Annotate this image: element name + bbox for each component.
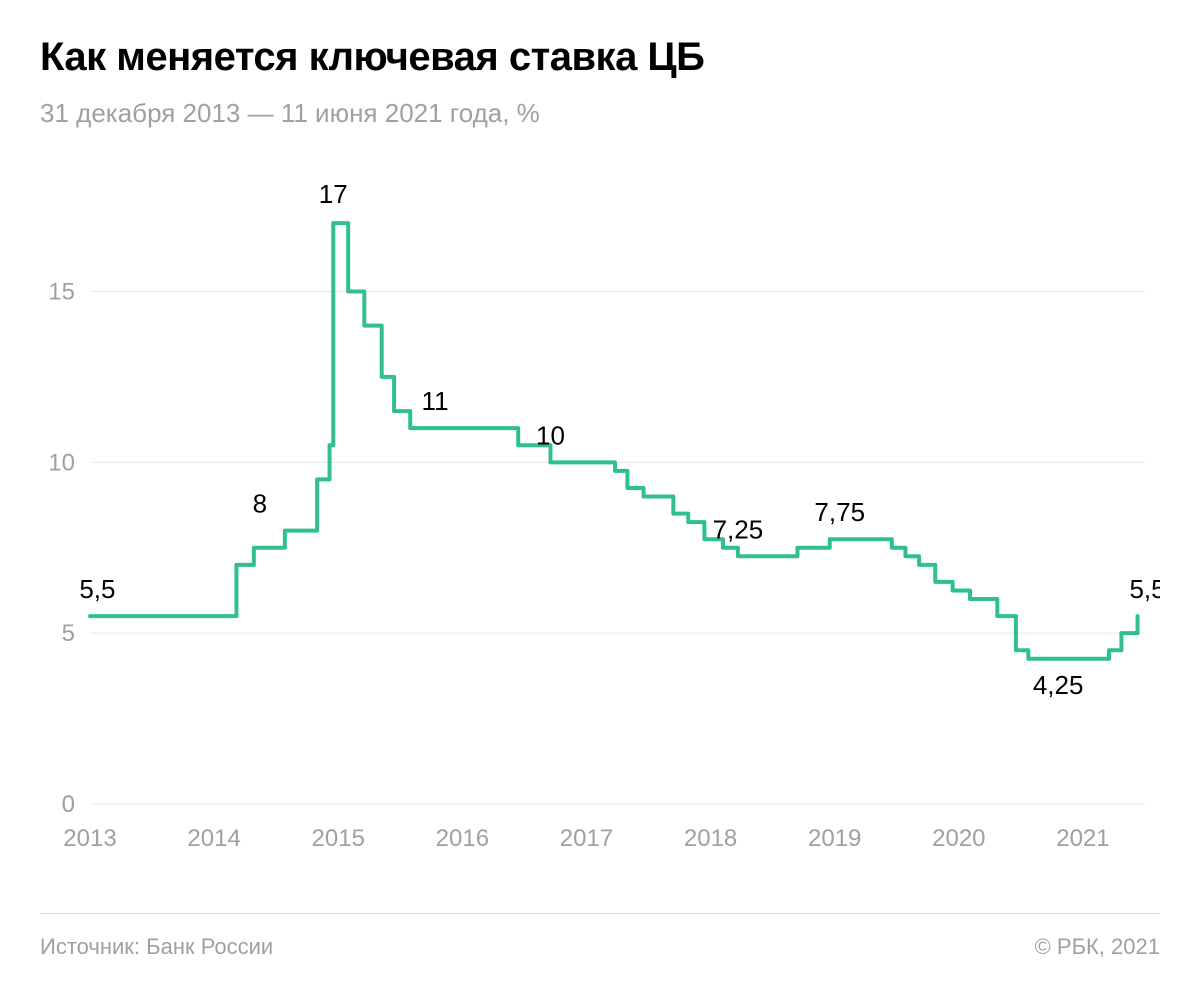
chart-footer: Источник: Банк России © РБК, 2021 <box>40 913 1160 960</box>
x-axis-label: 2020 <box>932 825 985 852</box>
x-axis-label: 2021 <box>1056 825 1109 852</box>
data-annotation: 7,25 <box>713 514 764 544</box>
data-annotation: 5,5 <box>79 574 115 604</box>
line-chart: 0 5 10 15 2013 2014 2015 2016 2017 2018 2019 2020 20… <box>40 159 1160 859</box>
data-annotation: 7,75 <box>814 497 865 527</box>
source-label: Источник: Банк России <box>40 934 273 960</box>
data-annotation: 8 <box>253 489 267 519</box>
data-annotation: 4,25 <box>1033 670 1084 700</box>
x-axis-label: 2018 <box>684 825 737 852</box>
rate-line <box>90 223 1138 659</box>
x-axis-label: 2015 <box>312 825 365 852</box>
chart-title: Как меняется ключевая ставка ЦБ <box>40 35 1160 80</box>
data-annotation: 10 <box>536 420 565 450</box>
x-axis-label: 2014 <box>187 825 240 852</box>
chart-subtitle: 31 декабря 2013 — 11 июня 2021 года, % <box>40 98 1160 129</box>
copyright-label: © РБК, 2021 <box>1035 934 1160 960</box>
x-axis-label: 2013 <box>63 825 116 852</box>
y-axis-label: 0 <box>62 791 75 818</box>
plot-area: 0 5 10 15 2013 2014 2015 2016 2017 2018 2019 2020 20… <box>40 159 1160 859</box>
x-axis-label: 2016 <box>436 825 489 852</box>
x-axis-label: 2017 <box>560 825 613 852</box>
y-axis-label: 10 <box>48 449 75 476</box>
data-annotation: 5,5 <box>1129 574 1160 604</box>
x-axis-label: 2019 <box>808 825 861 852</box>
data-annotation: 11 <box>422 386 449 416</box>
y-axis-label: 5 <box>62 620 75 647</box>
data-annotation: 17 <box>319 179 348 209</box>
chart-container: Как меняется ключевая ставка ЦБ 31 декаб… <box>0 0 1200 985</box>
y-axis-label: 15 <box>48 279 75 306</box>
